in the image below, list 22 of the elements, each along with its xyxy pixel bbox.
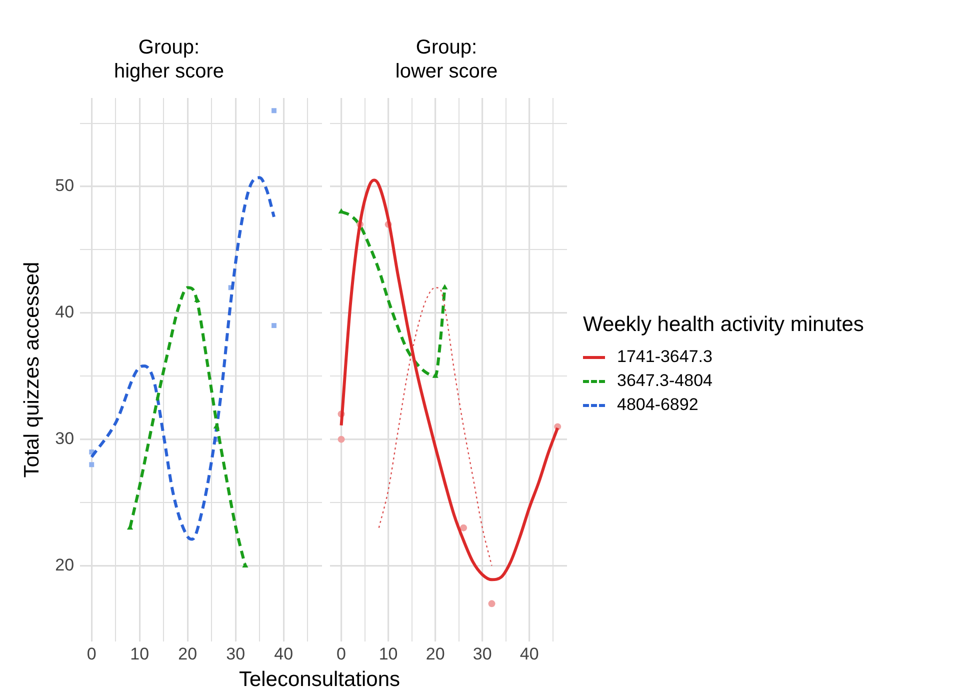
y-tick-label: 20: [55, 555, 74, 574]
y-tick-label: 30: [55, 429, 74, 448]
legend-label: 1741-3647.3: [617, 347, 712, 367]
x-tick-label: 30: [472, 644, 492, 664]
x-tick-label: 20: [426, 644, 445, 664]
x-tick-label: 10: [378, 644, 398, 664]
chart-title: Group: higher score: [114, 36, 224, 83]
legend-title: Weekly health activity minutes: [583, 313, 864, 337]
x-tick-label: 10: [130, 644, 150, 664]
x-tick-label: 20: [178, 644, 198, 664]
legend-label: 3647.3-4804: [617, 371, 712, 391]
y-tick-label: 50: [55, 176, 74, 196]
y-axis-title: Total quizzes accessed: [20, 262, 44, 478]
x-tick-label: 30: [226, 644, 246, 664]
x-tick-label: 0: [336, 644, 346, 664]
chart-title: Group: lower score: [395, 36, 498, 83]
legend-label: 4804-6892: [617, 395, 698, 415]
x-tick-label: 40: [520, 644, 539, 664]
x-tick-label: 0: [86, 644, 96, 664]
x-tick-label: 40: [274, 644, 294, 664]
y-tick-label: 40: [55, 302, 74, 322]
x-axis-title: Teleconsultations: [238, 668, 402, 688]
